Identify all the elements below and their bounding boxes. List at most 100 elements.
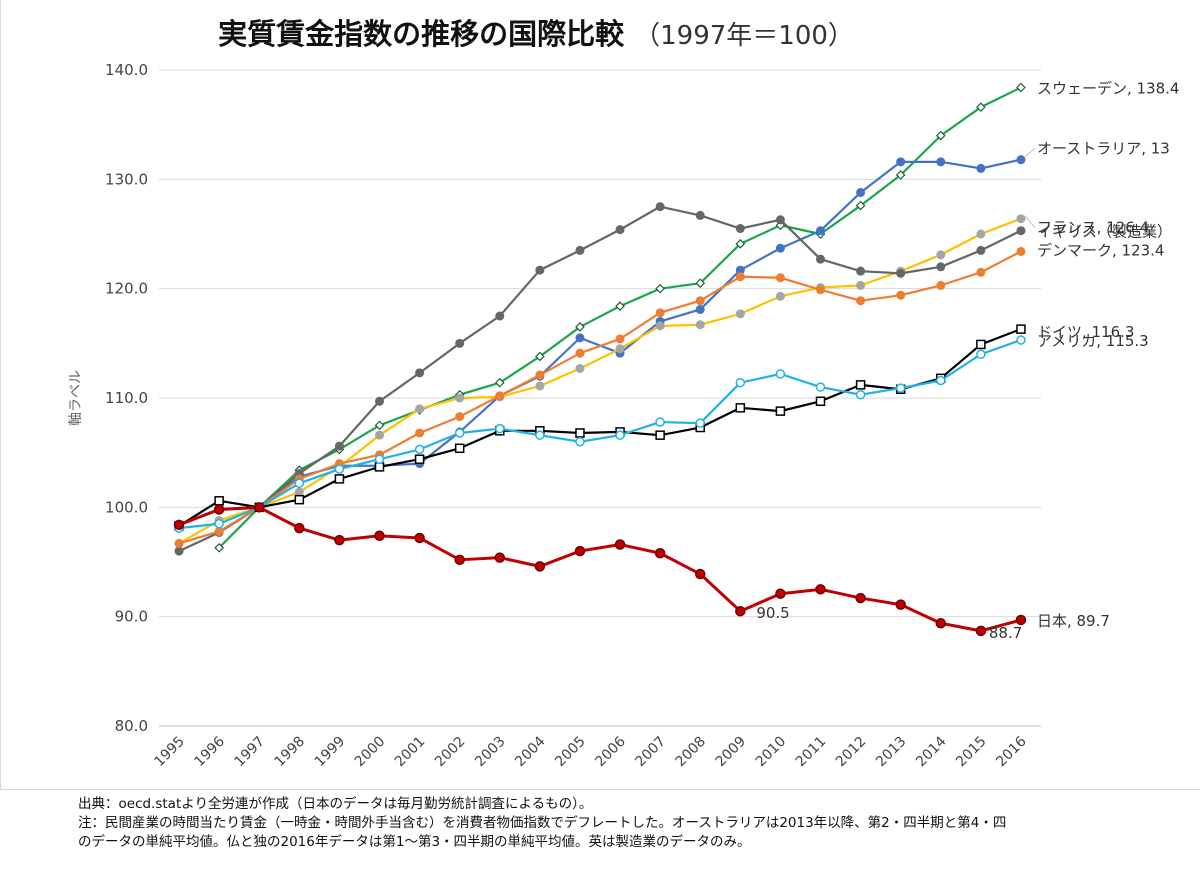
line-chart: 実質賃金指数の推移の国際比較 （1997年＝100） 80.0 90.0 100.0 1… xyxy=(68,17,1179,770)
data-point xyxy=(214,496,224,506)
data-point xyxy=(415,428,425,438)
data-point xyxy=(614,539,626,550)
data-point xyxy=(695,418,705,428)
x-tick-label: 2007 xyxy=(632,734,669,771)
data-point xyxy=(575,322,585,332)
y-tick-label: 120.0 xyxy=(105,280,148,298)
data-point xyxy=(895,599,906,610)
y-tick-label: 90.0 xyxy=(115,608,148,626)
data-point xyxy=(655,202,665,212)
y-tick-label: 130.0 xyxy=(105,170,148,188)
x-tick-label: 2001 xyxy=(392,734,429,771)
data-point xyxy=(856,187,866,197)
data-point xyxy=(936,250,946,260)
y-tick-label: 100.0 xyxy=(105,498,148,516)
data-point xyxy=(654,548,666,559)
data-point xyxy=(855,200,866,211)
data-point xyxy=(454,428,465,438)
x-tick-label: 2011 xyxy=(793,734,830,771)
data-point xyxy=(294,478,305,489)
data-point xyxy=(735,309,745,319)
data-point xyxy=(896,157,906,167)
series-line-フランス xyxy=(178,217,1022,545)
y-tick-label: 110.0 xyxy=(105,389,148,407)
data-point xyxy=(575,348,585,358)
data-point xyxy=(855,592,866,604)
data-point xyxy=(735,605,746,617)
label-leader-line xyxy=(1024,148,1036,158)
y-tick-label: 140.0 xyxy=(105,61,148,79)
data-point xyxy=(454,443,465,454)
data-point xyxy=(976,245,986,255)
data-point xyxy=(615,334,625,344)
data-point xyxy=(253,502,265,513)
data-point xyxy=(615,225,625,235)
data-point xyxy=(694,568,706,580)
data-point xyxy=(374,530,385,542)
data-point xyxy=(855,389,866,400)
data-point xyxy=(454,554,465,566)
chart-subtitle: （1997年＝100） xyxy=(634,21,854,51)
data-point xyxy=(213,504,225,515)
data-point xyxy=(936,262,946,272)
data-point xyxy=(294,494,305,505)
data-point xyxy=(494,552,506,563)
data-point xyxy=(935,617,947,629)
x-tick-label: 2002 xyxy=(432,734,469,771)
data-point xyxy=(495,423,505,434)
end-label-日本: 日本, 89.7 xyxy=(1037,612,1110,630)
data-point xyxy=(695,296,705,306)
data-point xyxy=(334,464,345,474)
data-point xyxy=(535,370,545,380)
data-point xyxy=(815,584,826,595)
data-point xyxy=(655,321,665,331)
series-end-labels: スウェーデン, 138.4 オーストラリア, 13 フランス, 126.4イギリス（… xyxy=(756,79,1179,641)
value-annotation: 88.7 xyxy=(989,624,1022,642)
data-point xyxy=(695,304,705,314)
end-label-オーストラリア: オーストラリア, 13 xyxy=(1037,140,1170,158)
gridlines xyxy=(159,69,1041,727)
data-point xyxy=(976,339,986,350)
data-point xyxy=(775,291,785,301)
data-point xyxy=(173,519,185,531)
data-point xyxy=(976,229,986,239)
data-point xyxy=(1016,324,1026,334)
data-point xyxy=(895,170,906,180)
x-tick-label: 2015 xyxy=(953,734,990,771)
x-tick-label: 1995 xyxy=(151,734,188,771)
data-point xyxy=(775,406,786,416)
x-axis: 1995 1996 1997 1998 1999 2000 2001 2002 2003 2004… xyxy=(151,733,1029,770)
data-point xyxy=(1016,155,1026,165)
data-point xyxy=(294,522,305,534)
chart-title: 実質賃金指数の推移の国際比較 （1997年＝100） xyxy=(218,17,854,51)
data-point xyxy=(214,518,224,529)
data-point xyxy=(936,280,946,290)
x-tick-label: 2006 xyxy=(592,733,629,770)
data-point xyxy=(976,163,986,173)
data-point xyxy=(1016,335,1026,345)
data-point xyxy=(735,272,745,282)
data-point xyxy=(455,412,465,422)
data-point xyxy=(695,278,706,289)
data-point xyxy=(735,403,746,413)
data-point xyxy=(1016,214,1026,224)
chart-area: 実質賃金指数の推移の国際比較 （1997年＝100） 80.0 90.0 100.0 1… xyxy=(0,0,1200,790)
x-tick-label: 2008 xyxy=(673,734,710,771)
data-point xyxy=(214,526,224,536)
x-tick-label: 1999 xyxy=(312,734,349,771)
data-point xyxy=(775,273,785,283)
data-point xyxy=(695,210,705,220)
end-label-スウェーデン: スウェーデン, 138.4 xyxy=(1037,79,1179,97)
data-point xyxy=(334,441,344,451)
data-point xyxy=(495,391,505,401)
end-label-アメリカ: アメリカ, 115.3 xyxy=(1037,332,1149,350)
data-point xyxy=(816,254,825,264)
end-label-フランス: フランス, 126.4 xyxy=(1037,219,1149,237)
data-point xyxy=(655,417,665,427)
data-point xyxy=(374,454,385,464)
x-tick-label: 1997 xyxy=(232,734,269,771)
x-tick-label: 2013 xyxy=(873,734,910,771)
data-point xyxy=(936,375,946,386)
x-tick-label: 2014 xyxy=(913,733,950,770)
series-lines xyxy=(173,82,1027,637)
